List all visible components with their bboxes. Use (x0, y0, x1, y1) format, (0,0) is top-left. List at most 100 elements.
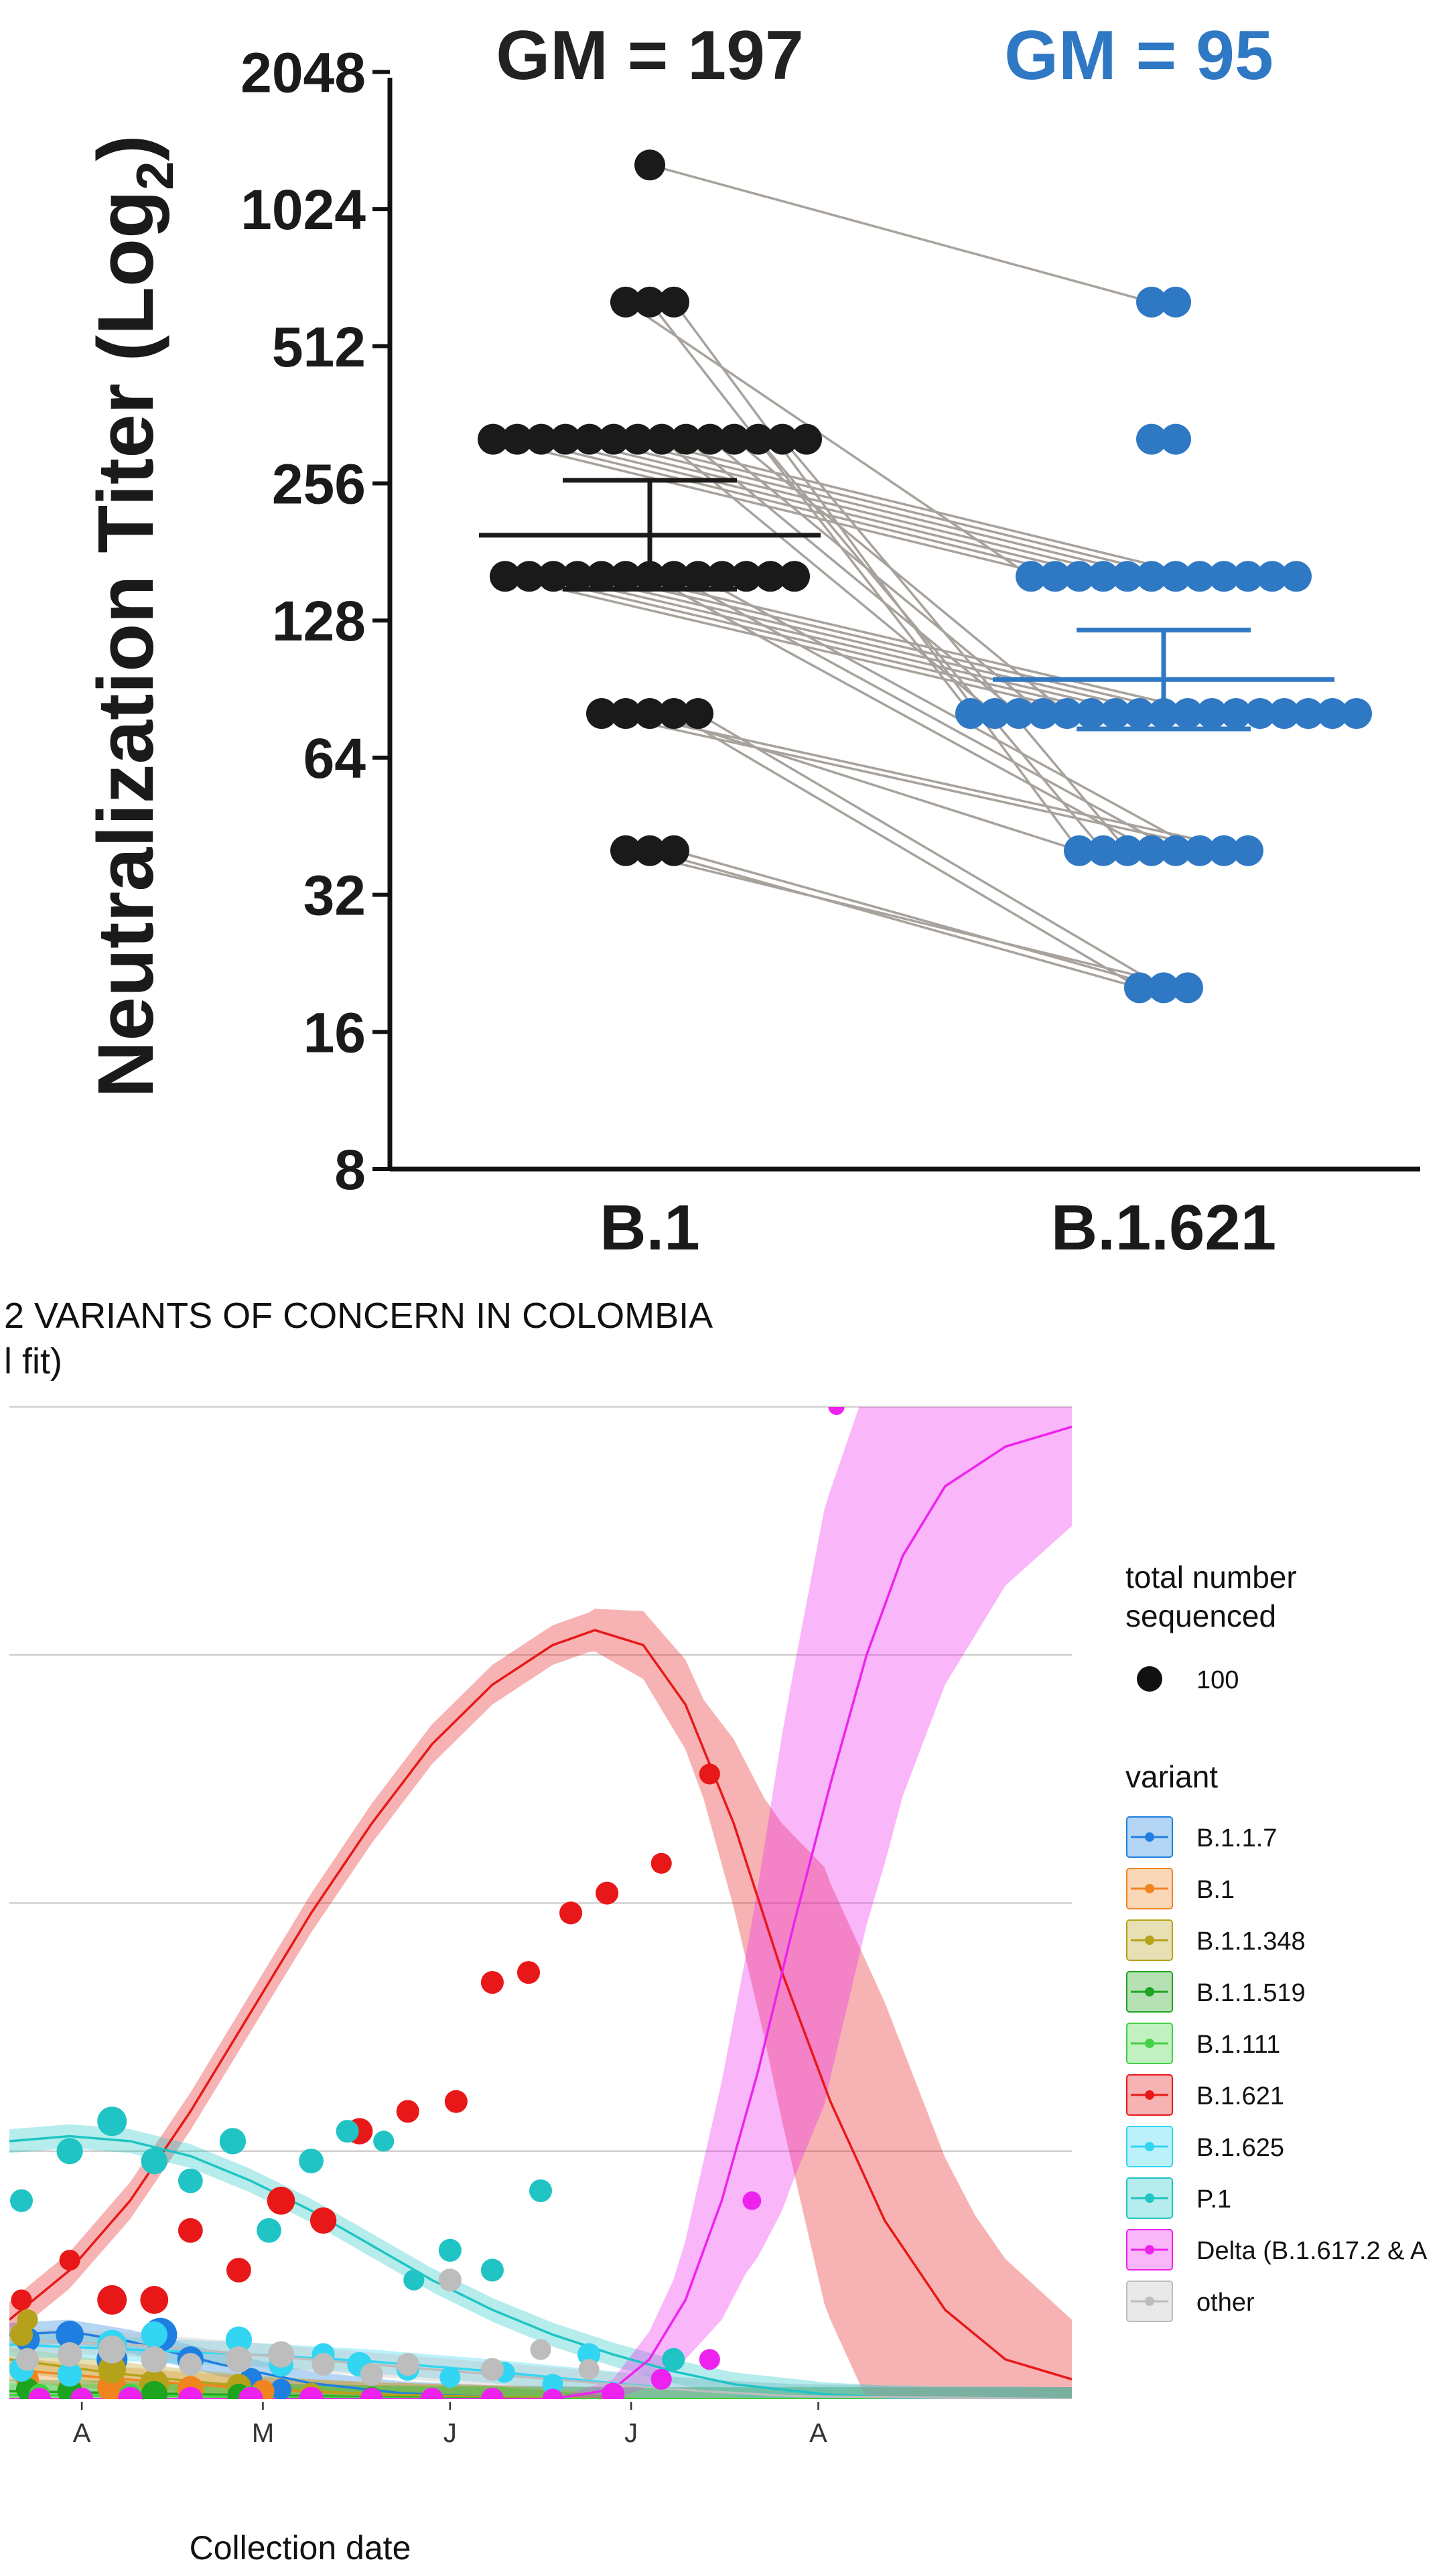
data-point-other (578, 2359, 600, 2380)
titer-point (574, 423, 605, 455)
pair-line (613, 437, 1176, 578)
titer-point (1160, 423, 1191, 455)
data-point-other (360, 2362, 383, 2386)
titer-point (1076, 698, 1107, 730)
data-point-b-1-621 (396, 2100, 419, 2123)
data-point-b-1-621 (516, 1961, 541, 1984)
pair-line (625, 575, 1213, 715)
titer-point (1160, 835, 1191, 866)
titer-point (610, 286, 641, 318)
titer-point (1136, 286, 1167, 318)
titer-point (622, 423, 653, 455)
data-point-b-1-621 (140, 2286, 169, 2314)
data-point-b-1-625 (141, 2321, 167, 2348)
data-point-delta-b-1-617-2-a (650, 2368, 672, 2390)
pair-line (589, 437, 1152, 578)
titer-point (1004, 698, 1034, 730)
pair-line (601, 712, 1225, 852)
data-point-b-1-1-7 (56, 2320, 84, 2349)
data-point-b-1-621 (267, 2186, 295, 2215)
titer-point (1160, 561, 1191, 592)
y-ticks-group: 2048 1024 512 256 128 64 32 16 8 (240, 41, 390, 1201)
titer-point (1016, 561, 1046, 592)
titer-point (526, 423, 557, 455)
titer-points-group (478, 149, 1372, 1004)
titer-point (731, 561, 762, 592)
y-tick-label: 128 (272, 590, 366, 653)
legend-key-dot (1145, 2245, 1154, 2254)
x-tick-label: J (443, 2419, 457, 2448)
data-point-b-1-621 (444, 2090, 468, 2113)
variant-proportion-chart: 2 VARIANTS OF CONCERN IN COLOMBIA l fit)… (0, 1273, 1447, 2573)
data-point-delta-b-1-617-2-a (542, 2388, 563, 2399)
pair-line (649, 575, 1152, 852)
pair-line (649, 850, 1140, 990)
titer-point (791, 423, 822, 455)
data-point-b-1-621 (178, 2218, 203, 2243)
fit-curve-delta-b-1-617-2-a (9, 1425, 1072, 2399)
legend-key-dot (1145, 2039, 1154, 2048)
titer-point (502, 423, 533, 455)
titer-point (1088, 561, 1119, 592)
titer-point (550, 423, 581, 455)
y-axis-title: Neutralization Titer (Log2) (82, 135, 184, 1098)
titer-point (598, 423, 629, 455)
y-tick-label: 512 (272, 316, 366, 379)
data-point-p-1 (336, 2120, 359, 2143)
titer-point (1257, 561, 1288, 592)
gm-annotation-b1: GM = 197 (496, 17, 804, 94)
data-point-other (480, 2358, 504, 2381)
data-point-p-1 (141, 2147, 167, 2175)
confidence-band-b-1-621 (9, 1609, 1072, 2399)
data-point-b-1-621 (699, 1763, 720, 1785)
data-point-b-1-621 (559, 1901, 583, 1925)
data-point-other (530, 2339, 551, 2360)
y-tick-label: 64 (303, 727, 366, 790)
titer-point (610, 561, 641, 592)
x-tick-label-b1621: B.1.621 (1051, 1192, 1276, 1264)
x-axis-title: Collection date (190, 2529, 411, 2567)
y-tick-label: 32 (303, 864, 366, 927)
titer-point (683, 698, 713, 730)
y-axis-title-close: ) (82, 135, 170, 161)
titer-point (659, 698, 689, 730)
horizontal-gridlines (9, 1406, 1072, 2152)
legend-label-other: other (1196, 2289, 1255, 2317)
titer-point (671, 423, 701, 455)
titer-point (1196, 698, 1227, 730)
size-legend-dot (1137, 1666, 1162, 1692)
x-tick-label: J (624, 2419, 638, 2448)
data-point-b-1-625 (542, 2374, 563, 2395)
titer-point (586, 698, 617, 730)
data-point-b-1-621 (650, 1852, 672, 1874)
y-tick-label: 1024 (240, 178, 366, 241)
legend-label-b-1-625: B.1.625 (1196, 2134, 1284, 2162)
size-legend-value: 100 (1196, 1666, 1239, 1694)
data-point-p-1 (529, 2179, 553, 2203)
legend-key-dot (1145, 1832, 1154, 1842)
titer-point (1088, 835, 1119, 866)
data-point-delta-b-1-617-2-a (28, 2387, 52, 2399)
data-point-b-1-1-7 (270, 2378, 292, 2399)
pair-line (673, 850, 1164, 990)
data-point-b-1-621 (226, 2258, 251, 2283)
titer-point (586, 561, 617, 592)
data-point-delta-b-1-617-2-a (699, 2349, 720, 2370)
titer-point (478, 423, 508, 455)
titer-point (1040, 561, 1071, 592)
variant-points-group (9, 1407, 845, 2399)
data-point-other (15, 2348, 40, 2371)
titer-point (1209, 561, 1239, 592)
titer-point (659, 835, 689, 866)
legend-key-dot (1145, 1987, 1154, 1996)
y-tick-label: 256 (272, 453, 366, 516)
pair-line (697, 712, 1164, 989)
fit-curve-b-1-621 (9, 1629, 1072, 2381)
titer-point (1052, 698, 1083, 730)
data-point-b-1-621 (59, 2250, 80, 2271)
legend-label-b-1: B.1 (1196, 1876, 1235, 1904)
y-tick-label: 2048 (240, 41, 366, 104)
data-point-b-1-625 (439, 2366, 461, 2388)
titer-point (1172, 698, 1203, 730)
